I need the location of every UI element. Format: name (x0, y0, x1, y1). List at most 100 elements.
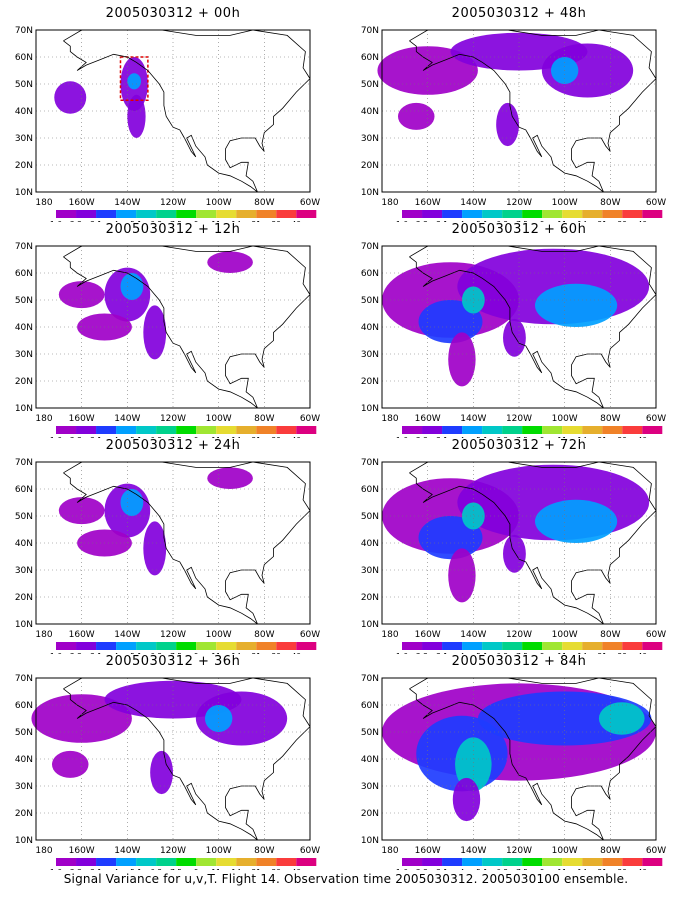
map-frame (35, 677, 311, 841)
lon-tick-label: 60W (300, 414, 320, 424)
lat-tick-label: 30N (361, 782, 379, 792)
colorbar-swatch (216, 858, 237, 866)
variance-map: 10N 20N 30N 40N 50N 60N 70N 180 160W 140W 120W 100W… (361, 458, 666, 654)
colorbar-label: 6.3 (496, 220, 508, 222)
colorbar-swatch (502, 642, 523, 650)
panel-84h: 2005030312 + 84h 10N 20N 30N 40N 50N 60N 70N 18… (346, 654, 692, 870)
lat-tick-label: 30N (15, 782, 33, 792)
colorbar-label: 2.2 (70, 220, 82, 222)
colorbar-swatch (442, 642, 463, 650)
lon-tick-label: 100W (206, 198, 232, 208)
gridlines (36, 30, 310, 192)
lat-tick-label: 20N (15, 809, 33, 819)
colorbar-swatch (176, 210, 197, 218)
lat-tick-label: 40N (15, 539, 33, 549)
colorbar-swatch (422, 210, 443, 218)
gridlines (382, 678, 656, 840)
variance-contour (448, 332, 476, 387)
colorbar-label: 14 (577, 652, 587, 654)
colorbar-label: 3.1 (90, 220, 102, 222)
colorbar-label: 40 (638, 436, 648, 438)
colorbar-swatch (136, 426, 157, 434)
lon-tick-label: 140W (114, 846, 140, 856)
lon-tick-label: 160W (69, 198, 95, 208)
colorbar-label: 14 (577, 868, 587, 870)
colorbar-swatch (502, 210, 523, 218)
colorbar-swatch (136, 210, 157, 218)
colorbar-label: 1.6 (50, 220, 62, 222)
panel-60h: 2005030312 + 60h 10N 20N 30N 40N 50N 60N 70N 18… (346, 222, 692, 438)
colorbar-label: 40 (638, 220, 648, 222)
colorbar-label: 1.6 (396, 868, 408, 870)
lat-tick-label: 50N (15, 296, 33, 306)
colorbar-swatch (542, 426, 563, 434)
colorbar: 1.6 2.2 3.1 4 5.1 6.3 7.5 9 11 14 21 29 40 (50, 210, 317, 222)
colorbar-swatch (562, 858, 583, 866)
variance-contour (455, 737, 492, 792)
colorbar-label: 9 (540, 652, 545, 654)
lon-tick-label: 180 (381, 630, 398, 640)
colorbar-label: 5.1 (476, 436, 488, 438)
colorbar-label: 11 (211, 436, 221, 438)
variance-field (382, 683, 656, 822)
colorbar-label: 6.3 (496, 868, 508, 870)
colorbar-swatch (422, 642, 443, 650)
lat-tick-label: 70N (15, 674, 33, 684)
colorbar-label: 40 (638, 868, 648, 870)
map-frame (35, 461, 311, 625)
lon-tick-label: 120W (506, 630, 532, 640)
colorbar-swatch (522, 210, 543, 218)
colorbar-label: 5.1 (476, 220, 488, 222)
colorbar-label: 7.5 (170, 652, 182, 654)
lat-tick-label: 70N (15, 458, 33, 468)
lon-tick-label: 60W (646, 630, 666, 640)
colorbar-label: 4 (114, 868, 119, 870)
lon-tick-label: 140W (460, 846, 486, 856)
colorbar-swatch (256, 642, 277, 650)
variance-map: 10N 20N 30N 40N 50N 60N 70N 180 160W 140W 120W 100W… (15, 26, 320, 222)
colorbar-label: 7.5 (170, 220, 182, 222)
lon-tick-label: 140W (460, 414, 486, 424)
colorbar-label: 3.1 (90, 868, 102, 870)
variance-contour (150, 750, 173, 795)
lat-tick-label: 60N (361, 53, 379, 63)
variance-contour (120, 489, 144, 516)
colorbar-swatch (482, 426, 503, 434)
colorbar-swatch (482, 642, 503, 650)
map-frame (35, 29, 311, 193)
colorbar-label: 5.1 (130, 220, 142, 222)
colorbar-label: 3.1 (90, 436, 102, 438)
colorbar-swatch (462, 858, 483, 866)
lon-tick-label: 140W (114, 414, 140, 424)
lat-tick-label: 70N (15, 242, 33, 252)
colorbar-swatch (602, 210, 623, 218)
colorbar-label: 9 (540, 868, 545, 870)
colorbar-label: 21 (597, 220, 607, 222)
colorbar-label: 5.1 (130, 652, 142, 654)
colorbar-swatch (116, 858, 137, 866)
colorbar-swatch (642, 426, 663, 434)
lon-tick-label: 120W (506, 846, 532, 856)
lat-tick-label: 20N (15, 161, 33, 171)
lon-tick-label: 180 (381, 846, 398, 856)
colorbar-label: 21 (597, 652, 607, 654)
lat-tick-label: 50N (361, 80, 379, 90)
lat-tick-label: 70N (361, 674, 379, 684)
colorbar-label: 5.1 (476, 868, 488, 870)
lon-tick-label: 100W (552, 630, 578, 640)
lat-tick-label: 10N (361, 404, 379, 414)
variance-contour (534, 283, 618, 327)
colorbar-swatch (602, 858, 623, 866)
colorbar-label: 4 (114, 436, 119, 438)
colorbar-label: 7.5 (516, 436, 528, 438)
colorbar-swatch (256, 210, 277, 218)
colorbar-swatch (622, 858, 643, 866)
colorbar-label: 9 (540, 220, 545, 222)
variance-map: 10N 20N 30N 40N 50N 60N 70N 180 160W 140W 120W 100W… (361, 26, 666, 222)
lon-tick-label: 120W (160, 630, 186, 640)
colorbar-label: 3.1 (436, 868, 448, 870)
variance-map: 10N 20N 30N 40N 50N 60N 70N 180 160W 140W 120W 100W… (15, 242, 320, 438)
lat-tick-label: 40N (15, 323, 33, 333)
colorbar-swatch (156, 210, 177, 218)
colorbar-swatch (402, 642, 423, 650)
